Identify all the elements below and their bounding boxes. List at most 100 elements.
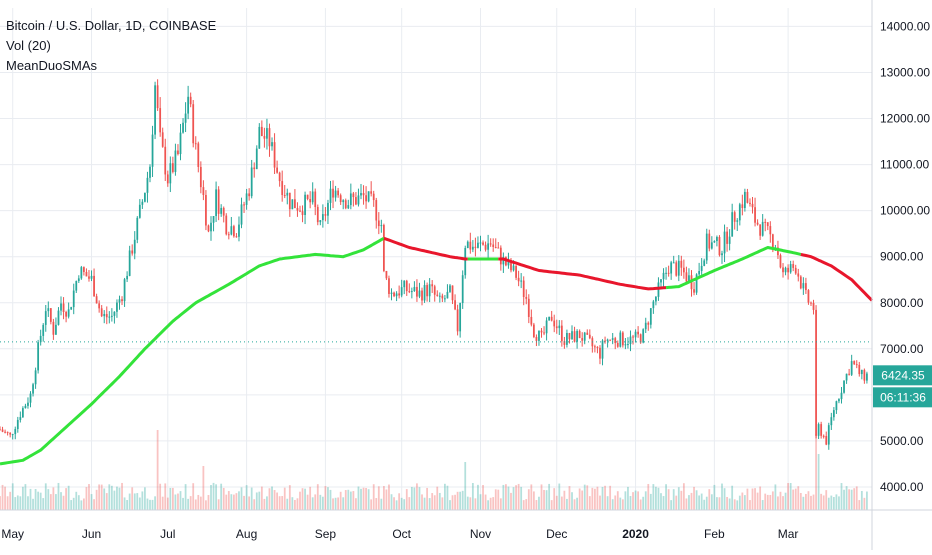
candle-body <box>522 280 525 297</box>
volume-bar <box>756 492 759 510</box>
volume-bar <box>777 496 779 510</box>
volume-bar <box>110 485 113 510</box>
candle-body <box>370 191 373 194</box>
x-tick-label: Aug <box>236 527 257 541</box>
volume-bar <box>474 498 477 510</box>
last-price-label: 6424.35 <box>881 368 925 382</box>
candle-body <box>629 336 632 345</box>
countdown-label: 06:11:36 <box>880 390 926 404</box>
volume-bar <box>29 488 32 510</box>
volume-bar <box>680 490 683 510</box>
candle-body <box>751 203 754 208</box>
chart-legend: Bitcoin / U.S. Dollar, 1D, COINBASE Vol … <box>6 16 216 76</box>
candle-body <box>484 244 487 250</box>
candle-body <box>517 277 520 282</box>
candle-body <box>189 96 192 105</box>
volume-bar <box>489 497 492 510</box>
volume-bar <box>644 491 647 510</box>
volume-bar <box>688 495 690 510</box>
candle-body <box>62 303 65 312</box>
volume-bar <box>347 489 350 510</box>
y-tick-label: 5000.00 <box>880 434 924 448</box>
candle-body <box>464 247 467 276</box>
volume-bar <box>57 482 60 510</box>
candle-body <box>840 392 843 400</box>
volume-bar <box>306 494 309 510</box>
candle-body <box>131 250 134 254</box>
candle-body <box>164 146 167 175</box>
volume-bar <box>225 494 228 510</box>
volume-bar <box>6 496 9 510</box>
volume-bar <box>207 495 210 510</box>
volume-bar <box>588 496 591 510</box>
candle-body <box>860 369 863 375</box>
candle-body <box>67 309 70 317</box>
volume-bar <box>44 483 47 510</box>
volume-bar <box>433 495 436 510</box>
volume-bar <box>456 491 459 510</box>
volume-bar <box>372 484 375 510</box>
candle-body <box>693 289 695 293</box>
candle-body <box>278 172 281 182</box>
volume-bar <box>413 487 416 510</box>
volume-bar <box>731 485 734 510</box>
last-price-badge <box>873 365 932 386</box>
candle-body <box>848 373 851 375</box>
volume-bar <box>205 500 207 510</box>
volume-bar <box>154 496 156 510</box>
candle-body <box>205 194 207 226</box>
y-tick-label: 11000.00 <box>880 158 929 172</box>
candle-body <box>146 177 149 193</box>
candle-body <box>810 302 812 304</box>
volume-bar <box>700 493 703 510</box>
candle-body <box>245 193 248 205</box>
volume-bar <box>642 496 645 510</box>
volume-bar <box>133 493 136 510</box>
volume-bar <box>95 489 98 510</box>
volume-bar <box>352 491 355 510</box>
candle-body <box>713 241 716 243</box>
volume-bar <box>543 489 545 510</box>
candle-body <box>482 242 484 245</box>
volume-bar <box>545 490 548 510</box>
candle-body <box>416 286 418 297</box>
candle-body <box>144 192 146 202</box>
candle-body <box>853 361 856 365</box>
symbol-title[interactable]: Bitcoin / U.S. Dollar, 1D, COINBASE <box>6 18 217 33</box>
candle-body <box>393 292 395 297</box>
candle-body <box>497 247 500 249</box>
volume-indicator-label[interactable]: Vol (20) <box>6 38 51 53</box>
y-tick-label: 7000.00 <box>880 342 924 356</box>
candle-body <box>466 241 469 248</box>
volume-bar <box>294 499 296 510</box>
volume-bar <box>754 488 756 510</box>
candle-body <box>105 313 108 318</box>
candle-body <box>527 298 530 317</box>
volume-bar <box>464 462 467 510</box>
volume-bar <box>39 492 42 510</box>
volume-bar <box>604 485 606 510</box>
candle-body <box>469 241 472 250</box>
candle-body <box>832 410 835 418</box>
candle-body <box>545 320 548 334</box>
sma-indicator-label[interactable]: MeanDuoSMAs <box>6 58 98 73</box>
candle-body <box>578 330 581 339</box>
candle-body <box>616 342 619 347</box>
volume-bar <box>639 499 642 510</box>
volume-bar <box>85 487 88 510</box>
volume-bar <box>436 486 439 510</box>
candle-body <box>436 294 439 296</box>
volume-bar <box>37 491 40 510</box>
volume-bar <box>258 491 261 510</box>
volume-bar <box>769 494 772 510</box>
volume-bar <box>710 494 713 510</box>
candle-body <box>571 331 573 340</box>
candle-body <box>611 338 614 340</box>
candle-body <box>779 255 782 268</box>
volume-bar <box>319 494 322 510</box>
candle-body <box>530 316 533 325</box>
candle-body <box>311 191 314 203</box>
volume-bar <box>619 497 622 510</box>
